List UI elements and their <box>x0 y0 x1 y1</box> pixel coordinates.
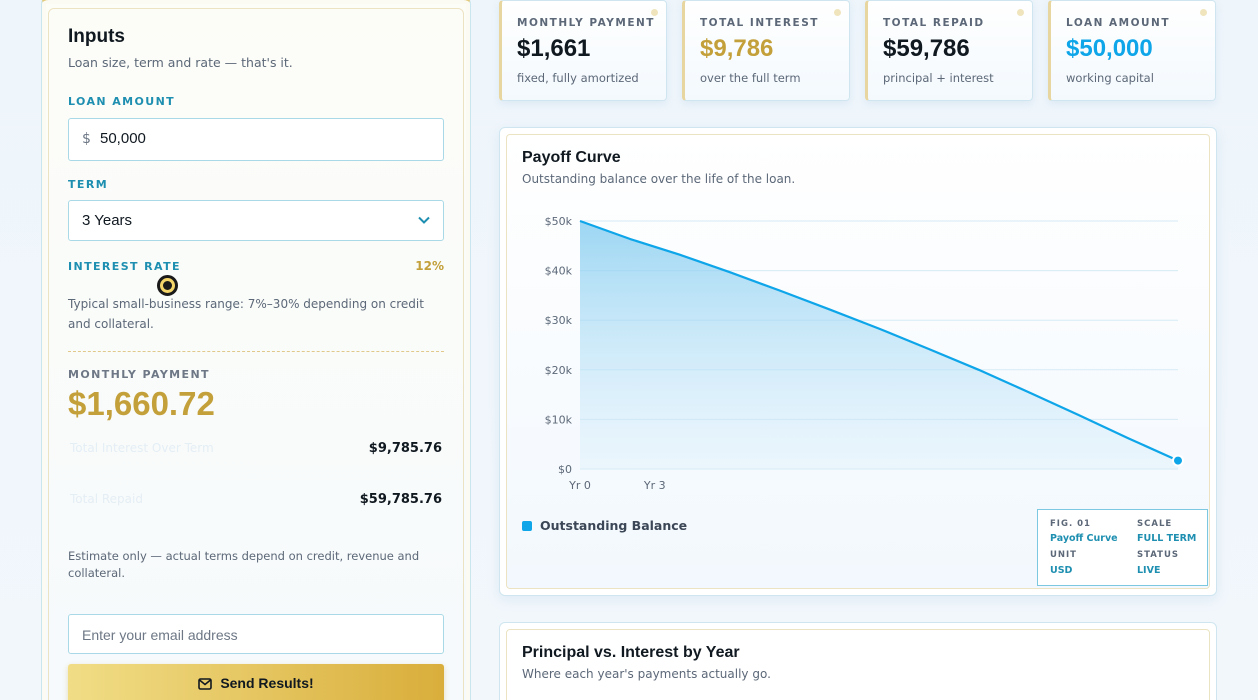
card-dot <box>1200 9 1207 16</box>
card-label: TOTAL REPAID <box>883 17 985 29</box>
y-tick-label: $50k <box>545 215 573 228</box>
balance-line <box>579 219 1179 462</box>
stat-card-monthly-payment: MONTHLY PAYMENT $1,661 fixed, fully amor… <box>499 0 667 101</box>
card-sub: working capital <box>1066 71 1154 85</box>
card-value: $59,786 <box>883 35 970 62</box>
principal-interest-subtitle: Where each year's payments actually go. <box>522 667 771 681</box>
email-placeholder: Enter your email address <box>82 627 238 643</box>
unit-key: UNIT <box>1050 550 1077 560</box>
scale-value: FULL TERM <box>1137 533 1197 544</box>
stat-card-total-interest: TOTAL INTEREST $9,786 over the full term <box>682 0 850 101</box>
y-tick-label: $30k <box>545 314 573 327</box>
inputs-subtitle: Loan size, term and rate — that's it. <box>68 55 293 70</box>
stat-card-loan-amount: LOAN AMOUNT $50,000 working capital <box>1048 0 1216 101</box>
y-tick-label: $40k <box>545 265 573 278</box>
loan-amount-label: LOAN AMOUNT <box>68 95 176 108</box>
chevron-down-icon <box>418 216 430 224</box>
card-dot <box>834 9 841 16</box>
disclaimer: Estimate only — actual terms depend on c… <box>68 549 420 580</box>
y-tick-label: $0 <box>558 463 572 476</box>
x-tick-label: Yr 0 <box>568 479 591 492</box>
stat-card-total-repaid: TOTAL REPAID $59,786 principal + interes… <box>865 0 1033 101</box>
fig-key: FIG. 01 <box>1050 519 1091 529</box>
scale-key: SCALE <box>1137 519 1173 529</box>
y-tick-label: $20k <box>545 364 573 377</box>
status-value: LIVE <box>1137 565 1161 576</box>
card-dot <box>651 9 658 16</box>
card-dot <box>1017 9 1024 16</box>
card-label: TOTAL INTEREST <box>700 17 819 29</box>
card-sub: principal + interest <box>883 71 994 85</box>
card-sub: over the full term <box>700 71 801 85</box>
card-value: $1,661 <box>517 35 591 62</box>
x-tick-label: Yr 3 <box>643 479 666 492</box>
term-value: 3 Years <box>82 212 133 229</box>
balance-area <box>580 221 1178 469</box>
card-value: $9,786 <box>700 35 774 62</box>
card-value: $50,000 <box>1066 35 1153 62</box>
term-select[interactable]: 3 Years <box>68 200 444 241</box>
send-results-label: Send Results! <box>220 675 314 691</box>
payoff-chart-title: Payoff Curve <box>522 149 621 166</box>
status-key: STATUS <box>1137 550 1180 560</box>
payoff-chart: $0 $10k $20k $30k $40k $50k Yr 0 Yr 3 <box>545 215 1184 492</box>
card-label: MONTHLY PAYMENT <box>517 17 655 29</box>
send-results-button[interactable]: Send Results! <box>68 664 444 700</box>
card-label: LOAN AMOUNT <box>1066 17 1171 29</box>
end-point <box>1172 454 1184 467</box>
monthly-payment-value: $1,660.72 <box>68 385 215 422</box>
inputs-panel-inner <box>48 8 464 700</box>
rate-help-text: Typical small-business range: 7%–30% dep… <box>68 297 424 331</box>
loan-amount-input[interactable]: $ 50,000 <box>68 118 444 161</box>
card-sub: fixed, fully amortized <box>517 71 639 85</box>
payoff-chart-subtitle: Outstanding balance over the life of the… <box>522 172 796 186</box>
total-interest-value: $9,785.76 <box>368 441 442 456</box>
legend-swatch <box>522 521 532 531</box>
inputs-title: Inputs <box>68 26 125 47</box>
unit-value: USD <box>1050 565 1073 576</box>
interest-rate-label: INTEREST RATE <box>68 260 181 273</box>
principal-interest-title: Principal vs. Interest by Year <box>522 644 740 661</box>
interest-rate-value: 12% <box>415 259 444 273</box>
inputs-panel <box>41 0 471 700</box>
divider <box>68 351 444 352</box>
interest-rate-slider-handle[interactable] <box>157 275 178 296</box>
fig-value: Payoff Curve <box>1050 533 1118 544</box>
email-field[interactable]: Enter your email address <box>68 614 444 654</box>
mail-icon <box>198 678 213 690</box>
legend-label: Outstanding Balance <box>540 518 688 533</box>
principal-interest-card <box>499 622 1217 700</box>
total-repaid-label: Total Repaid <box>70 492 143 506</box>
total-repaid-value: $59,785.76 <box>359 492 442 507</box>
y-tick-label: $10k <box>545 413 573 426</box>
monthly-payment-label: MONTHLY PAYMENT <box>68 368 210 381</box>
total-interest-label: Total Interest Over Term <box>70 441 214 455</box>
figure-info-box: FIG. 01 Payoff Curve SCALE FULL TERM UNI… <box>1037 509 1208 586</box>
term-label: TERM <box>68 178 109 191</box>
currency-symbol: $ <box>82 131 91 147</box>
principal-interest-inner <box>506 629 1210 700</box>
loan-amount-value: 50,000 <box>100 130 146 147</box>
